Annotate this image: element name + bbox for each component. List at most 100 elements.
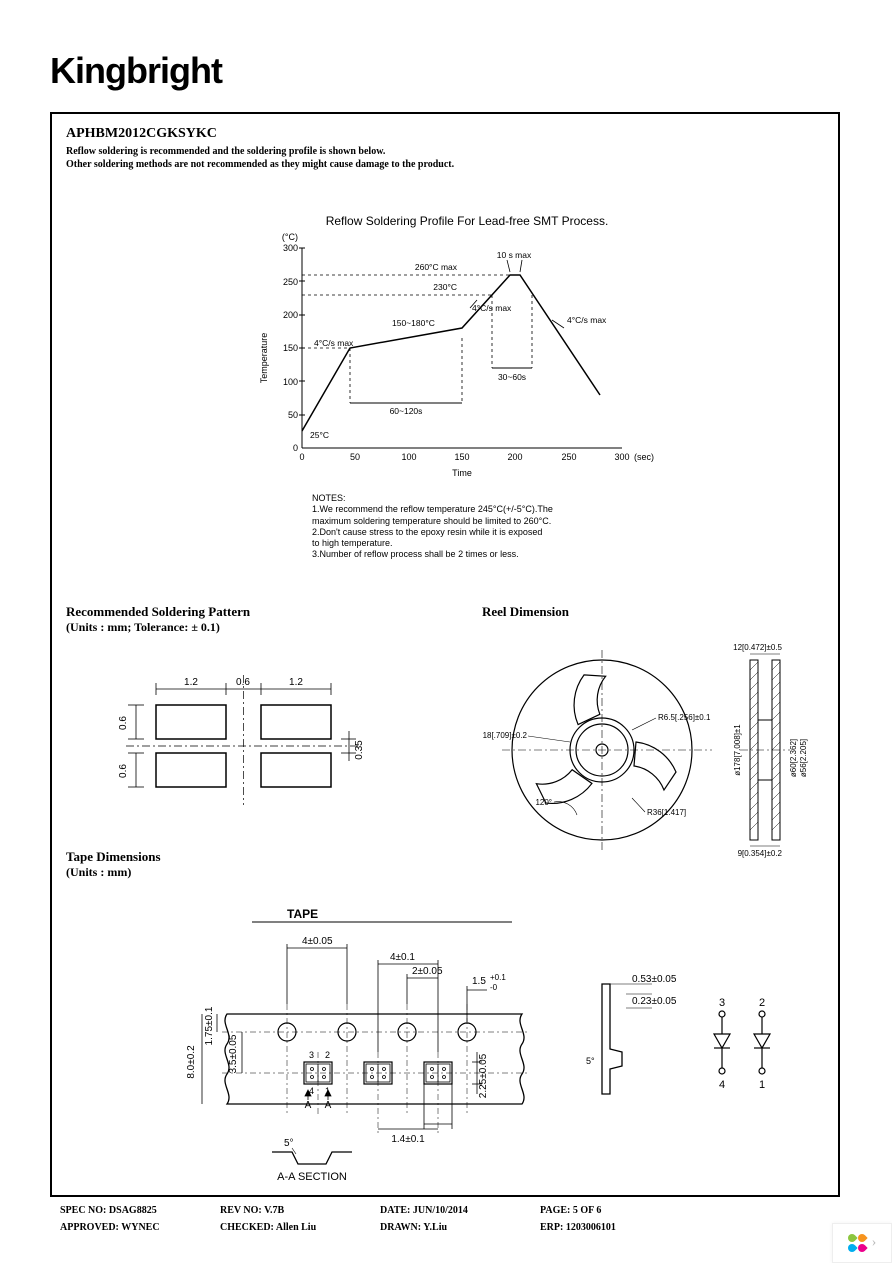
svg-text:0: 0	[299, 452, 304, 462]
svg-text:0.6: 0.6	[118, 764, 129, 778]
y-axis-label: Temperature	[259, 333, 269, 384]
svg-text:1.4±0.1: 1.4±0.1	[391, 1134, 425, 1145]
svg-text:150~180°C: 150~180°C	[392, 318, 435, 328]
approved-value: WYNEC	[121, 1222, 159, 1233]
reflow-chart: 0 50 100 150 200 250 300 (°C)	[252, 228, 672, 488]
warning-line-2: Other soldering methods are not recommen…	[66, 159, 838, 170]
reflow-notes: NOTES: 1.We recommend the reflow tempera…	[312, 493, 652, 561]
svg-text:-0: -0	[490, 983, 498, 992]
svg-text:9[0.354]±0.2: 9[0.354]±0.2	[738, 849, 783, 858]
flower-icon	[848, 1234, 866, 1252]
svg-text:2±0.05: 2±0.05	[412, 966, 443, 977]
svg-text:30~60s: 30~60s	[498, 372, 526, 382]
note-1b: maximum soldering temperature should be …	[312, 516, 652, 527]
note-1a: 1.We recommend the reflow temperature 24…	[312, 504, 652, 515]
svg-text:1.5: 1.5	[472, 976, 486, 987]
svg-text:0.35: 0.35	[354, 740, 365, 760]
tape-diagram: TAPE	[112, 904, 812, 1184]
svg-text:R36[1.417]: R36[1.417]	[647, 808, 686, 817]
svg-text:10 s max: 10 s max	[497, 250, 532, 260]
reflow-chart-title: Reflow Soldering Profile For Lead-free S…	[252, 214, 682, 228]
drawn-value: Y.Liu	[423, 1222, 447, 1233]
corner-badge[interactable]: ›	[832, 1223, 892, 1263]
checked-label: CHECKED:	[220, 1222, 274, 1233]
brand-logo: Kingbright	[50, 50, 840, 92]
rev-no-label: REV NO:	[220, 1205, 262, 1216]
svg-text:200: 200	[283, 310, 298, 320]
svg-text:0.6: 0.6	[118, 716, 129, 730]
svg-text:4±0.05: 4±0.05	[302, 936, 333, 947]
drawn-label: DRAWN:	[380, 1222, 421, 1233]
svg-text:ø178[7.008]±1: ø178[7.008]±1	[733, 724, 742, 776]
svg-text:1.2: 1.2	[289, 677, 303, 688]
footer-block: SPEC NO: DSAG8825 REV NO: V.7B DATE: JUN…	[60, 1205, 840, 1233]
svg-text:3.5±0.05: 3.5±0.05	[228, 1034, 239, 1073]
svg-text:A-A SECTION: A-A SECTION	[277, 1171, 347, 1183]
soldering-pattern-diagram: 1.2 0.6 1.2 0.6 0.6	[66, 635, 386, 825]
svg-text:1.2: 1.2	[184, 677, 198, 688]
svg-text:3: 3	[719, 997, 725, 1009]
svg-text:2.25±0.05: 2.25±0.05	[478, 1053, 489, 1098]
spec-no-label: SPEC NO:	[60, 1205, 106, 1216]
svg-text:8.0±0.2: 8.0±0.2	[186, 1045, 197, 1079]
soldering-pattern-title: Recommended Soldering Pattern	[66, 604, 386, 620]
svg-text:150: 150	[454, 452, 469, 462]
svg-text:4±0.1: 4±0.1	[390, 952, 415, 963]
date-label: DATE:	[380, 1205, 410, 1216]
svg-text:(°C): (°C)	[282, 232, 298, 242]
svg-text:150: 150	[283, 343, 298, 353]
warning-line-1: Reflow soldering is recommended and the …	[66, 146, 838, 157]
svg-text:50: 50	[350, 452, 360, 462]
svg-text:120°: 120°	[535, 798, 552, 807]
svg-text:1.75±0.1: 1.75±0.1	[204, 1006, 215, 1045]
notes-title: NOTES:	[312, 493, 652, 504]
checked-value: Allen Liu	[276, 1222, 316, 1233]
svg-text:0: 0	[293, 443, 298, 453]
svg-text:300: 300	[614, 452, 629, 462]
note-3: 3.Number of reflow process shall be 2 ti…	[312, 549, 652, 560]
page-label: PAGE:	[540, 1205, 570, 1216]
svg-text:(sec): (sec)	[634, 452, 654, 462]
svg-text:2: 2	[325, 1050, 330, 1060]
svg-text:100: 100	[283, 377, 298, 387]
svg-text:60~120s: 60~120s	[390, 406, 423, 416]
svg-text:50: 50	[288, 410, 298, 420]
svg-text:5°: 5°	[284, 1138, 294, 1149]
svg-text:260°C max: 260°C max	[415, 262, 458, 272]
svg-text:4°C/s max: 4°C/s max	[314, 338, 354, 348]
page-value: 5 OF 6	[573, 1205, 602, 1216]
svg-text:250: 250	[561, 452, 576, 462]
svg-text:5°: 5°	[586, 1056, 595, 1066]
chevron-right-icon: ›	[872, 1235, 877, 1251]
svg-text:ø56[2.205]: ø56[2.205]	[799, 739, 808, 777]
x-axis-label: Time	[452, 468, 472, 478]
approved-label: APPROVED:	[60, 1222, 119, 1233]
part-number: APHBM2012CGKSYKC	[66, 126, 838, 142]
spec-no: DSAG8825	[109, 1205, 157, 1216]
svg-text:25°C: 25°C	[310, 430, 329, 440]
erp-value: 1203006101	[566, 1222, 616, 1233]
svg-text:TAPE: TAPE	[287, 907, 318, 921]
svg-text:12[0.472]±0.5: 12[0.472]±0.5	[733, 643, 782, 652]
datasheet-frame: APHBM2012CGKSYKC Reflow soldering is rec…	[50, 112, 840, 1197]
soldering-pattern-subtitle: (Units : mm; Tolerance: ± 0.1)	[66, 620, 386, 635]
note-2b: to high temperature.	[312, 538, 652, 549]
svg-text:0.6: 0.6	[236, 677, 250, 688]
erp-label: ERP:	[540, 1222, 563, 1233]
svg-text:250: 250	[283, 277, 298, 287]
svg-text:A: A	[305, 1100, 312, 1111]
svg-text:0.53±0.05: 0.53±0.05	[632, 974, 677, 985]
reel-title: Reel Dimension	[482, 604, 832, 620]
svg-text:4°C/s max: 4°C/s max	[472, 303, 512, 313]
svg-text:3: 3	[309, 1050, 314, 1060]
svg-text:R6.5[.256]±0.1: R6.5[.256]±0.1	[658, 713, 711, 722]
rev-no: V.7B	[264, 1205, 284, 1216]
svg-text:200: 200	[507, 452, 522, 462]
date-value: JUN/10/2014	[413, 1205, 468, 1216]
tape-title: Tape Dimensions	[66, 849, 161, 865]
reel-diagram: 18[.709]±0.2 R6.5[.256]±0.1 R36[1.417] 1…	[482, 620, 832, 860]
svg-text:230°C: 230°C	[433, 282, 457, 292]
svg-text:ø60[2.362]: ø60[2.362]	[789, 739, 798, 777]
tape-subtitle: (Units : mm)	[66, 865, 161, 880]
svg-text:1: 1	[759, 1079, 765, 1091]
